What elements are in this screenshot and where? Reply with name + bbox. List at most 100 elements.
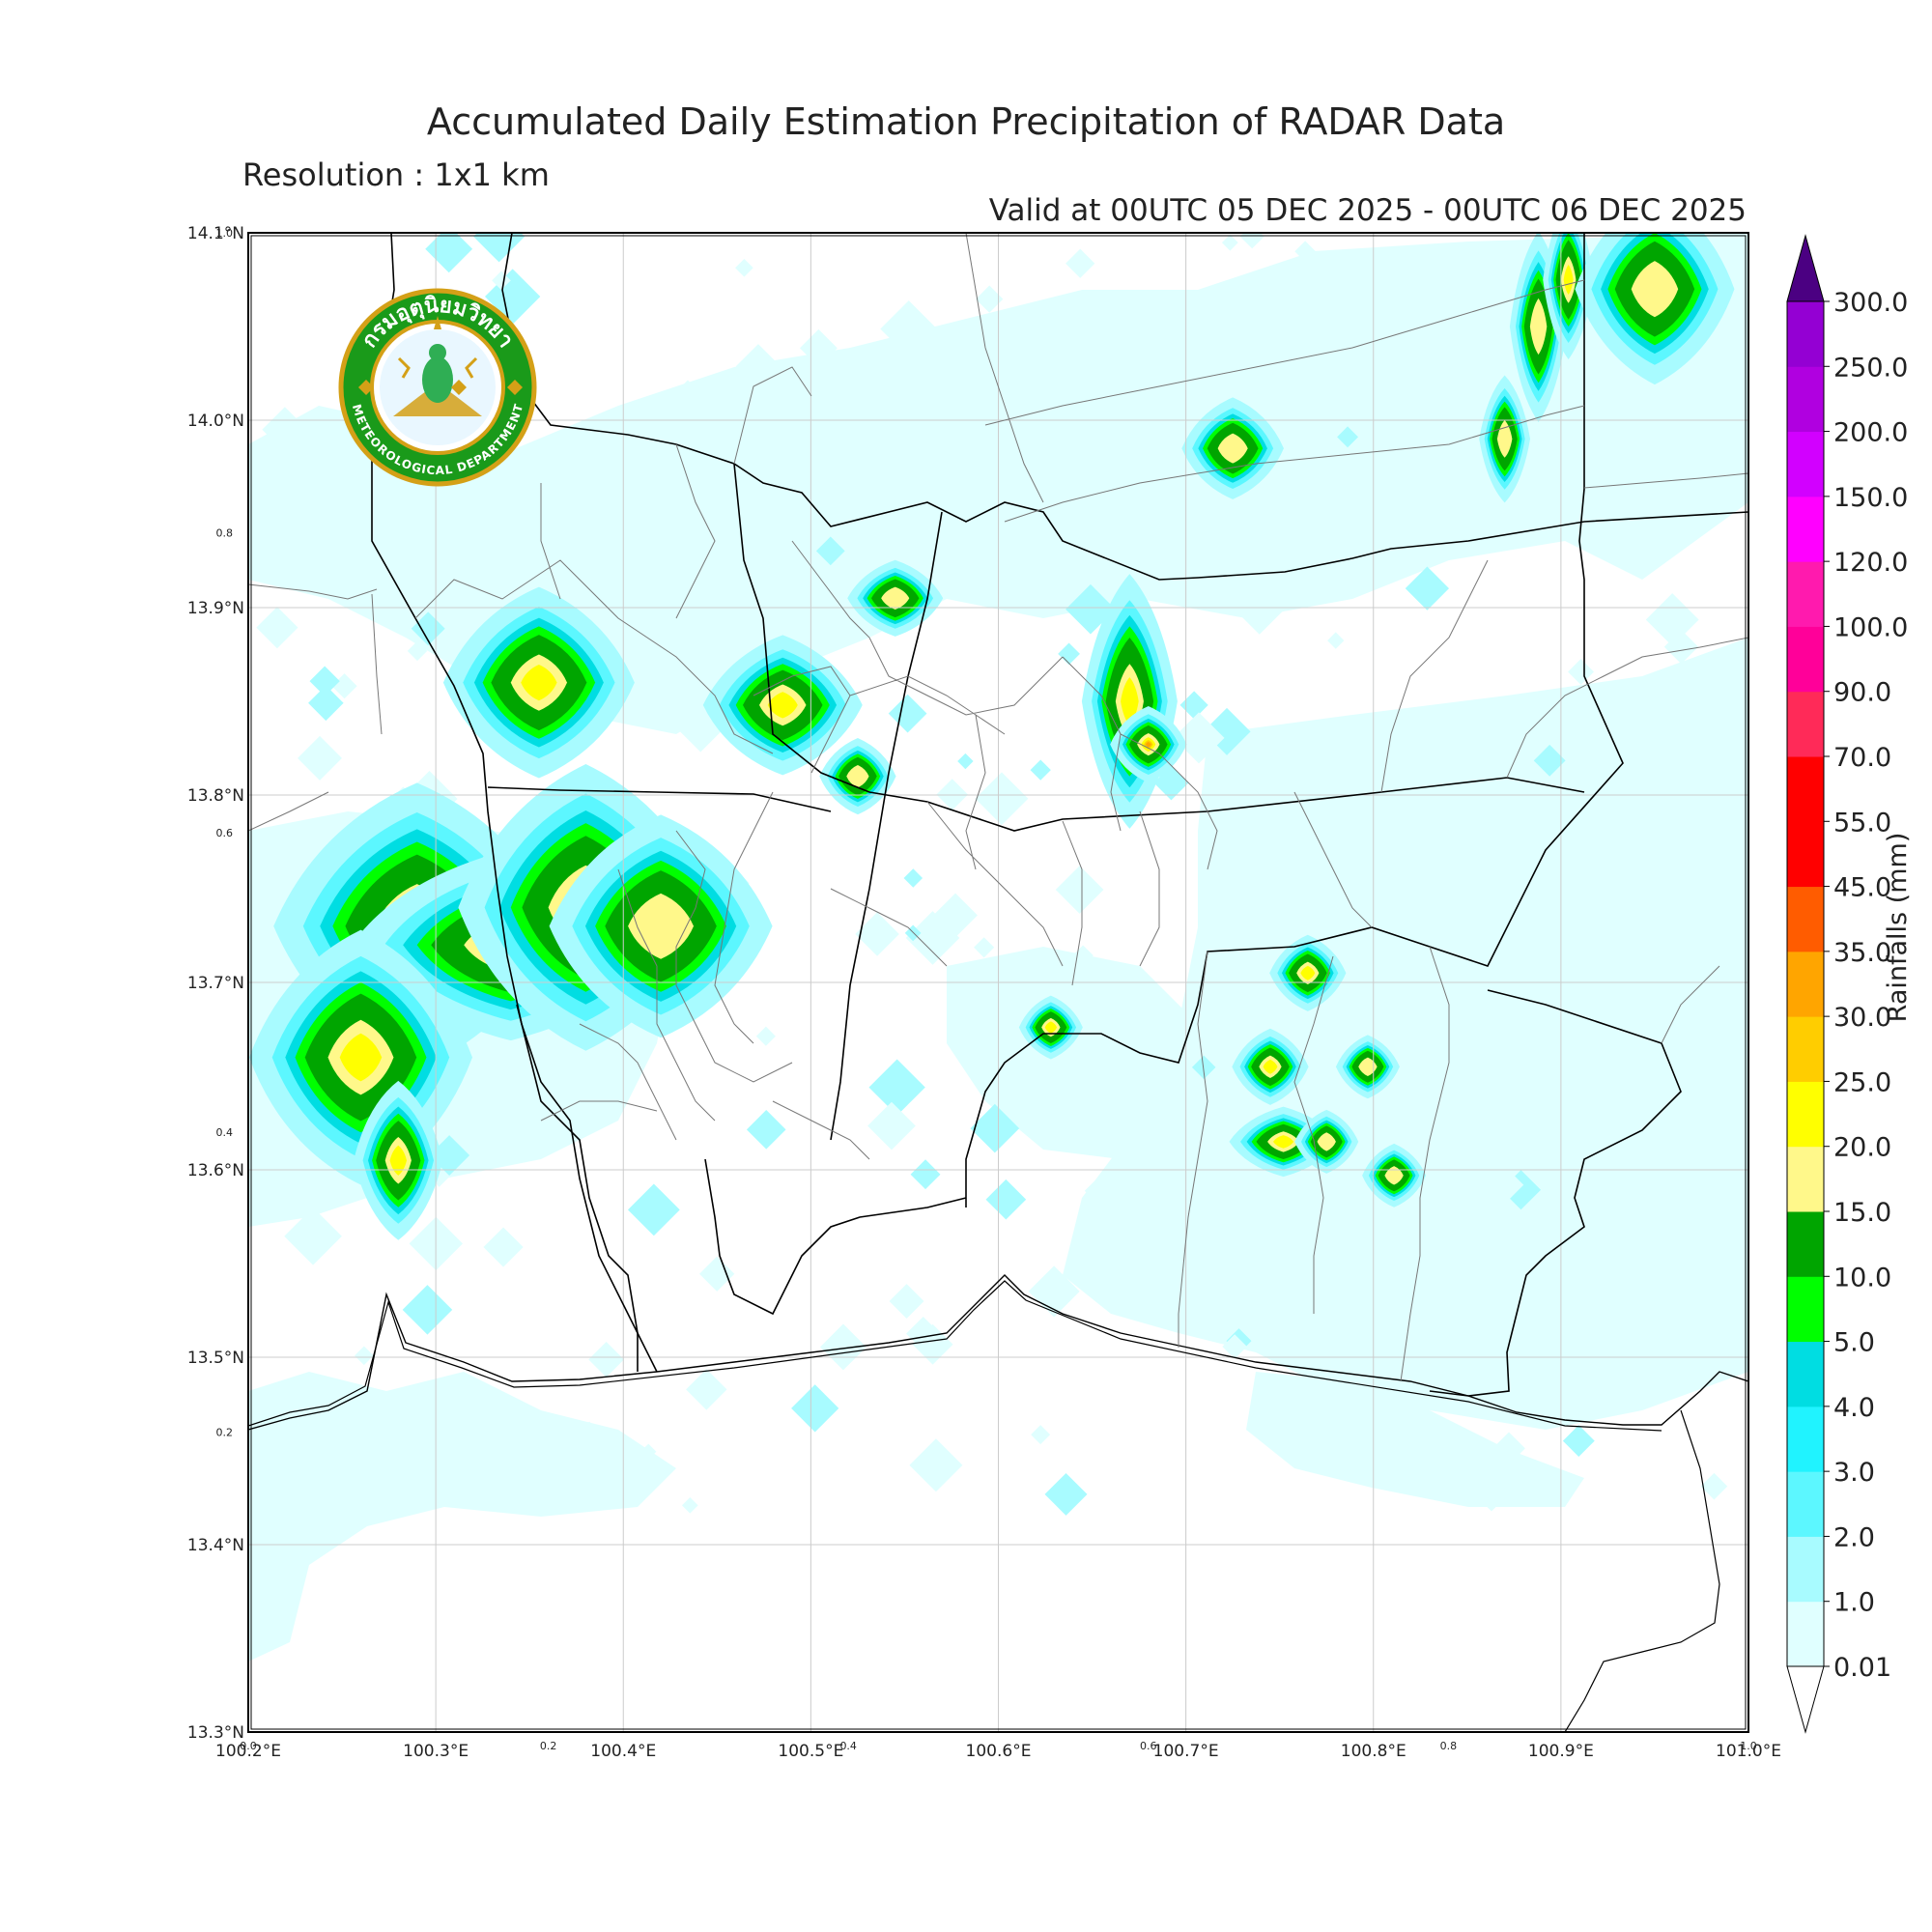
lon-tick-label: 100.8°E xyxy=(1341,1742,1406,1761)
colorbar-under-triangle xyxy=(1786,1665,1825,1734)
rain-cell xyxy=(1232,1028,1309,1105)
coastline xyxy=(248,1274,1748,1431)
rain-speckle xyxy=(839,500,872,534)
lat-tick-label: 13.4°N xyxy=(187,1536,244,1555)
rain-speckle xyxy=(933,893,978,938)
rain-speckle xyxy=(355,1346,374,1366)
coastline-inner xyxy=(248,1280,1720,1732)
colorbar-level-label: 10.0 xyxy=(1833,1263,1891,1293)
rain-cell xyxy=(1362,1143,1427,1208)
chart-title: Accumulated Daily Estimation Precipitati… xyxy=(426,100,1506,143)
lon-tick-label: 100.2°E xyxy=(215,1742,281,1761)
colorbar-segment xyxy=(1787,561,1824,627)
rain-speckle xyxy=(368,478,418,528)
rain-speckle xyxy=(647,668,677,697)
rain-speckle xyxy=(746,1110,786,1150)
colorbar-level-label: 4.0 xyxy=(1833,1393,1875,1423)
rain-speckle xyxy=(1679,879,1696,897)
rain-cell-contour xyxy=(1044,1021,1058,1034)
rain-speckle xyxy=(627,1183,680,1236)
colorbar-level-label: 25.0 xyxy=(1833,1067,1891,1097)
rain-cell-contour xyxy=(389,1145,407,1176)
rain-cell xyxy=(1575,233,1735,385)
inner-y-tick-label: 0.6 xyxy=(216,827,234,839)
rain-speckle xyxy=(1467,1463,1516,1512)
lat-tick-label: 13.5°N xyxy=(187,1349,244,1368)
lon-tick-label: 100.7°E xyxy=(1153,1742,1219,1761)
rain-cell-contour xyxy=(1563,264,1574,296)
rain-speckle xyxy=(258,534,279,556)
rain-speckle xyxy=(284,1207,342,1265)
rain-cell xyxy=(354,1080,443,1240)
colorbar-segment xyxy=(1787,496,1824,562)
province-boundary-bangkok-west xyxy=(487,786,832,812)
colorbar-segment xyxy=(1787,886,1824,952)
inner-y-tick-label: 1.0 xyxy=(216,227,234,240)
rain-speckle xyxy=(1191,1055,1216,1080)
rain-cell-contour xyxy=(1384,1166,1404,1185)
inner-y-tick-label: 0.4 xyxy=(216,1126,234,1139)
rain-speckle xyxy=(435,500,470,536)
rain-speckle xyxy=(1614,1305,1662,1353)
colorbar: 0.01 1.0 2.0 3.0 4.0 5.0 10.0 15.0 20.0 25.0 30.0 3… xyxy=(1786,234,1908,1734)
logo-crown-icon xyxy=(434,316,441,329)
rain-speckle xyxy=(868,1059,925,1116)
rain-cell-contour xyxy=(1631,261,1679,318)
rain-speckle xyxy=(909,1438,963,1492)
lat-tick-label: 14.1°N xyxy=(187,224,244,243)
rain-speckle xyxy=(1700,1472,1728,1500)
rain-speckle xyxy=(1084,1163,1139,1218)
rain-cell-contour xyxy=(1263,1059,1278,1074)
colorbar-segment xyxy=(1787,431,1824,497)
province-boundary-southeast xyxy=(1429,989,1682,1397)
rain-speckle xyxy=(1168,327,1201,359)
colorbar-level-label: 45.0 xyxy=(1833,873,1891,903)
colorbar-segment xyxy=(1787,366,1824,433)
rain-speckle xyxy=(1058,642,1080,666)
rain-speckle xyxy=(905,911,960,965)
rain-speckle xyxy=(1533,744,1566,777)
light-rain-area-centre xyxy=(947,947,1198,1159)
rain-speckle xyxy=(308,685,344,722)
colorbar-level-label: 55.0 xyxy=(1833,808,1891,838)
rain-cell-contour xyxy=(1121,677,1139,725)
rain-speckle xyxy=(1327,632,1345,649)
colorbar-segment xyxy=(1787,691,1824,757)
rain-cell xyxy=(1294,1109,1359,1174)
rain-speckle xyxy=(1562,1425,1595,1457)
rain-cell-contour xyxy=(521,664,557,701)
inner-x-tick-label: 0.8 xyxy=(1440,1740,1458,1752)
colorbar-segment xyxy=(1787,821,1824,888)
map-gridlines xyxy=(248,233,1748,1732)
light-rain-area-south xyxy=(248,1372,676,1662)
rain-speckle xyxy=(1109,1057,1147,1094)
rain-speckle xyxy=(574,1421,605,1453)
rain-speckle xyxy=(819,1323,867,1371)
colorbar-segment xyxy=(1787,1341,1824,1407)
rain-speckle xyxy=(1235,584,1285,635)
inner-y-tick-labels: 0.2 0.4 0.6 0.8 1.0 xyxy=(216,227,234,1439)
rain-cell-contour xyxy=(1146,741,1151,748)
rain-speckle xyxy=(620,510,668,558)
rain-cell-contour xyxy=(1300,965,1316,980)
colorbar-level-label: 20.0 xyxy=(1833,1133,1891,1163)
colorbar-level-label: 100.0 xyxy=(1833,612,1908,642)
colorbar-level-label: 250.0 xyxy=(1833,353,1908,383)
rain-speckle xyxy=(1294,241,1316,263)
rain-speckle xyxy=(976,285,1004,313)
rain-cells xyxy=(248,233,1735,1240)
colorbar-level-label: 1.0 xyxy=(1833,1588,1875,1618)
lat-tick-label: 13.8°N xyxy=(187,786,244,806)
logo-lightning-icon xyxy=(397,356,478,379)
rain-speckle xyxy=(1222,1334,1247,1359)
colorbar-level-label: 90.0 xyxy=(1833,678,1891,708)
rain-speckle xyxy=(924,413,961,451)
rain-speckle xyxy=(1663,630,1699,665)
rain-speckle xyxy=(1579,947,1600,967)
rain-speckle xyxy=(985,1179,1027,1220)
rain-cell xyxy=(1335,1035,1400,1099)
rain-speckle xyxy=(1645,593,1699,646)
province-boundary-east xyxy=(965,233,1624,1208)
rain-speckle xyxy=(1031,1425,1051,1445)
rain-speckle xyxy=(880,300,938,357)
